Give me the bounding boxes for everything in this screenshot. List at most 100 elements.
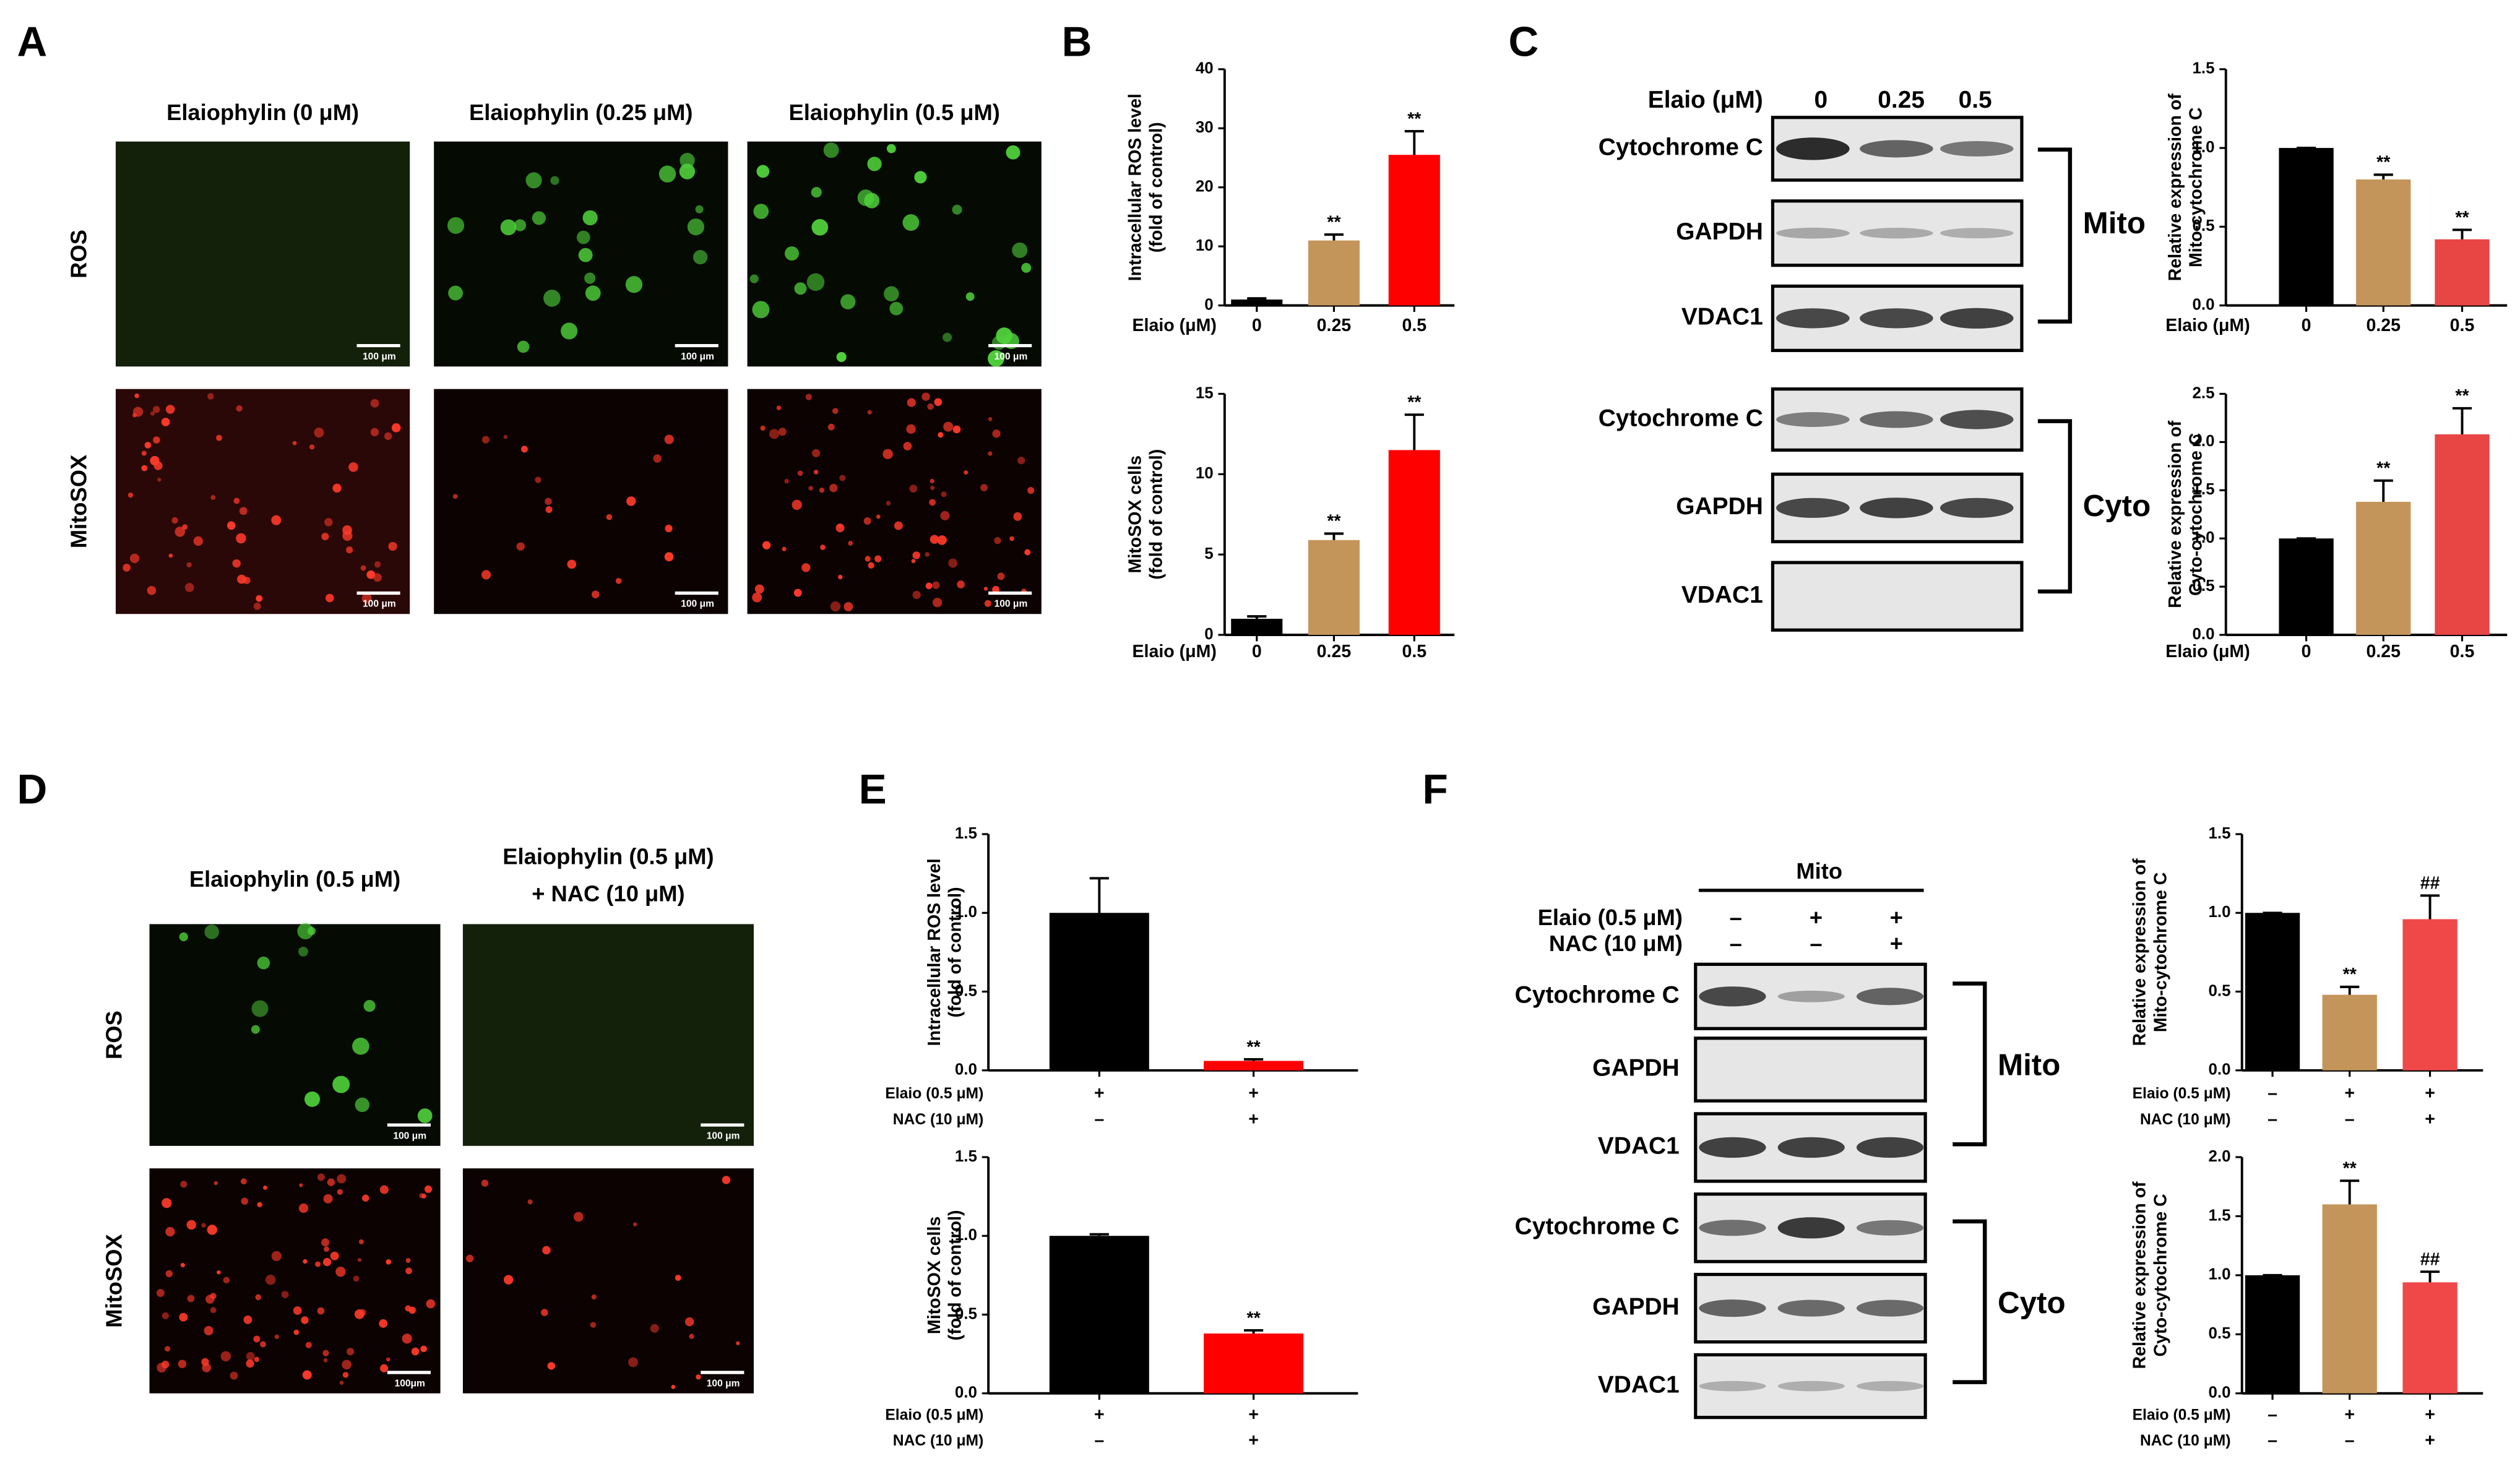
error-bar bbox=[1404, 413, 1424, 450]
cell bbox=[776, 405, 782, 410]
cell bbox=[186, 562, 192, 567]
cell bbox=[405, 1267, 412, 1275]
cell bbox=[500, 219, 517, 236]
bar bbox=[1388, 155, 1440, 306]
cell bbox=[606, 514, 613, 520]
cell bbox=[263, 1185, 267, 1190]
bar bbox=[2402, 1282, 2457, 1394]
cell bbox=[220, 1351, 231, 1362]
cell bbox=[576, 230, 590, 244]
cell bbox=[812, 449, 821, 457]
x-tick-label: 0.5 bbox=[2450, 642, 2475, 661]
cell bbox=[326, 593, 334, 603]
cell bbox=[952, 204, 962, 215]
condition-sign: – bbox=[1810, 931, 1822, 956]
band bbox=[1699, 1137, 1766, 1158]
cell bbox=[207, 393, 214, 400]
scale-bar-label: 100 μm bbox=[393, 1131, 426, 1141]
cell bbox=[884, 286, 899, 302]
y-tick-label: 1.0 bbox=[955, 902, 977, 921]
cell bbox=[204, 1325, 214, 1335]
cell bbox=[260, 1341, 266, 1348]
cell bbox=[246, 1359, 254, 1368]
cell bbox=[299, 1183, 303, 1187]
cell bbox=[448, 285, 463, 301]
condition-label: NAC (10 μM) bbox=[1549, 931, 1683, 956]
cell bbox=[322, 1350, 329, 1356]
cell bbox=[806, 273, 825, 291]
bar bbox=[2356, 179, 2411, 306]
cell bbox=[424, 1185, 433, 1193]
condition-label: Elaio (0.5 μM) bbox=[885, 1407, 983, 1424]
bar bbox=[2402, 919, 2457, 1071]
cell bbox=[481, 436, 490, 444]
cell bbox=[912, 551, 920, 559]
cell bbox=[175, 527, 186, 537]
condition-sign: + bbox=[1248, 1431, 1259, 1450]
cell bbox=[452, 494, 458, 499]
cell bbox=[793, 588, 802, 597]
cell bbox=[134, 393, 139, 398]
y-axis-label: Mito-cytochrome C bbox=[2151, 872, 2170, 1033]
blot-header: Elaio (μM) bbox=[1648, 87, 1763, 113]
condition-sign: – bbox=[1094, 1109, 1104, 1129]
cell bbox=[664, 552, 674, 562]
y-tick-label: 0 bbox=[1204, 624, 1213, 643]
cell bbox=[653, 454, 662, 463]
cell bbox=[141, 450, 147, 456]
condition-sign: – bbox=[1730, 905, 1742, 930]
scale-bar-label: 100 μm bbox=[707, 1378, 740, 1389]
cell bbox=[251, 1000, 269, 1017]
bar bbox=[2435, 239, 2490, 306]
cell bbox=[827, 423, 835, 431]
y-axis-label: Relative expression of bbox=[2165, 93, 2185, 282]
cell bbox=[838, 574, 843, 580]
cell bbox=[1024, 549, 1031, 556]
y-axis-label: (fold of control) bbox=[1146, 122, 1166, 252]
cell bbox=[542, 1246, 551, 1255]
cell bbox=[366, 570, 376, 579]
bar bbox=[2245, 1275, 2300, 1394]
error-bar bbox=[2420, 894, 2440, 920]
significance-mark: ** bbox=[2343, 1159, 2357, 1179]
cell bbox=[749, 274, 759, 283]
condition-label: NAC (10 μM) bbox=[2140, 1432, 2231, 1449]
cell bbox=[298, 946, 308, 957]
blot-row-label: GAPDH bbox=[1592, 1293, 1680, 1320]
bar bbox=[2279, 538, 2334, 635]
y-tick-label: 1.0 bbox=[2192, 528, 2214, 546]
cell bbox=[305, 1342, 312, 1348]
blot bbox=[1771, 199, 2024, 267]
cell bbox=[625, 276, 643, 293]
cell bbox=[193, 536, 203, 546]
cell bbox=[836, 351, 847, 362]
row-label: Elaio (μM) bbox=[2165, 316, 2250, 335]
cell bbox=[1021, 262, 1032, 273]
cell bbox=[813, 470, 819, 475]
scale-bar-label: 100 μm bbox=[707, 1131, 740, 1141]
cell bbox=[321, 1238, 330, 1247]
cell bbox=[271, 515, 282, 525]
cell bbox=[952, 425, 961, 434]
band bbox=[1776, 412, 1850, 427]
y-tick-label: 0.5 bbox=[955, 981, 977, 999]
y-tick-label: 1.0 bbox=[2208, 902, 2230, 921]
column-header: Elaiophylin (0 μM) bbox=[166, 100, 359, 125]
cell bbox=[236, 405, 243, 412]
cell bbox=[293, 1329, 300, 1335]
cell bbox=[179, 1312, 188, 1322]
blot bbox=[1771, 561, 2024, 632]
cell bbox=[909, 485, 918, 493]
y-tick-label: 5 bbox=[1204, 544, 1213, 562]
cell bbox=[186, 1220, 197, 1230]
cell bbox=[752, 592, 762, 603]
group-label: Cyto bbox=[2083, 489, 2151, 523]
band bbox=[1856, 1381, 1924, 1392]
cell bbox=[848, 541, 853, 546]
error-bar bbox=[2340, 1179, 2360, 1205]
cell bbox=[925, 582, 933, 590]
cell bbox=[753, 204, 769, 219]
condition-sign: – bbox=[2345, 1109, 2355, 1129]
y-tick-label: 0.5 bbox=[2192, 216, 2214, 235]
scale-bar-label: 100 μm bbox=[681, 351, 714, 362]
